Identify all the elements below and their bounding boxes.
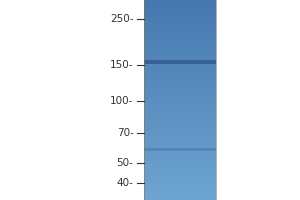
- Bar: [144, 148, 216, 151]
- Text: 250-: 250-: [110, 14, 134, 24]
- Text: 100-: 100-: [110, 96, 134, 106]
- Text: 70-: 70-: [117, 128, 134, 138]
- Text: 40-: 40-: [117, 178, 134, 188]
- Text: 150-: 150-: [110, 60, 134, 70]
- Text: 50-: 50-: [117, 158, 134, 168]
- Bar: [144, 60, 216, 64]
